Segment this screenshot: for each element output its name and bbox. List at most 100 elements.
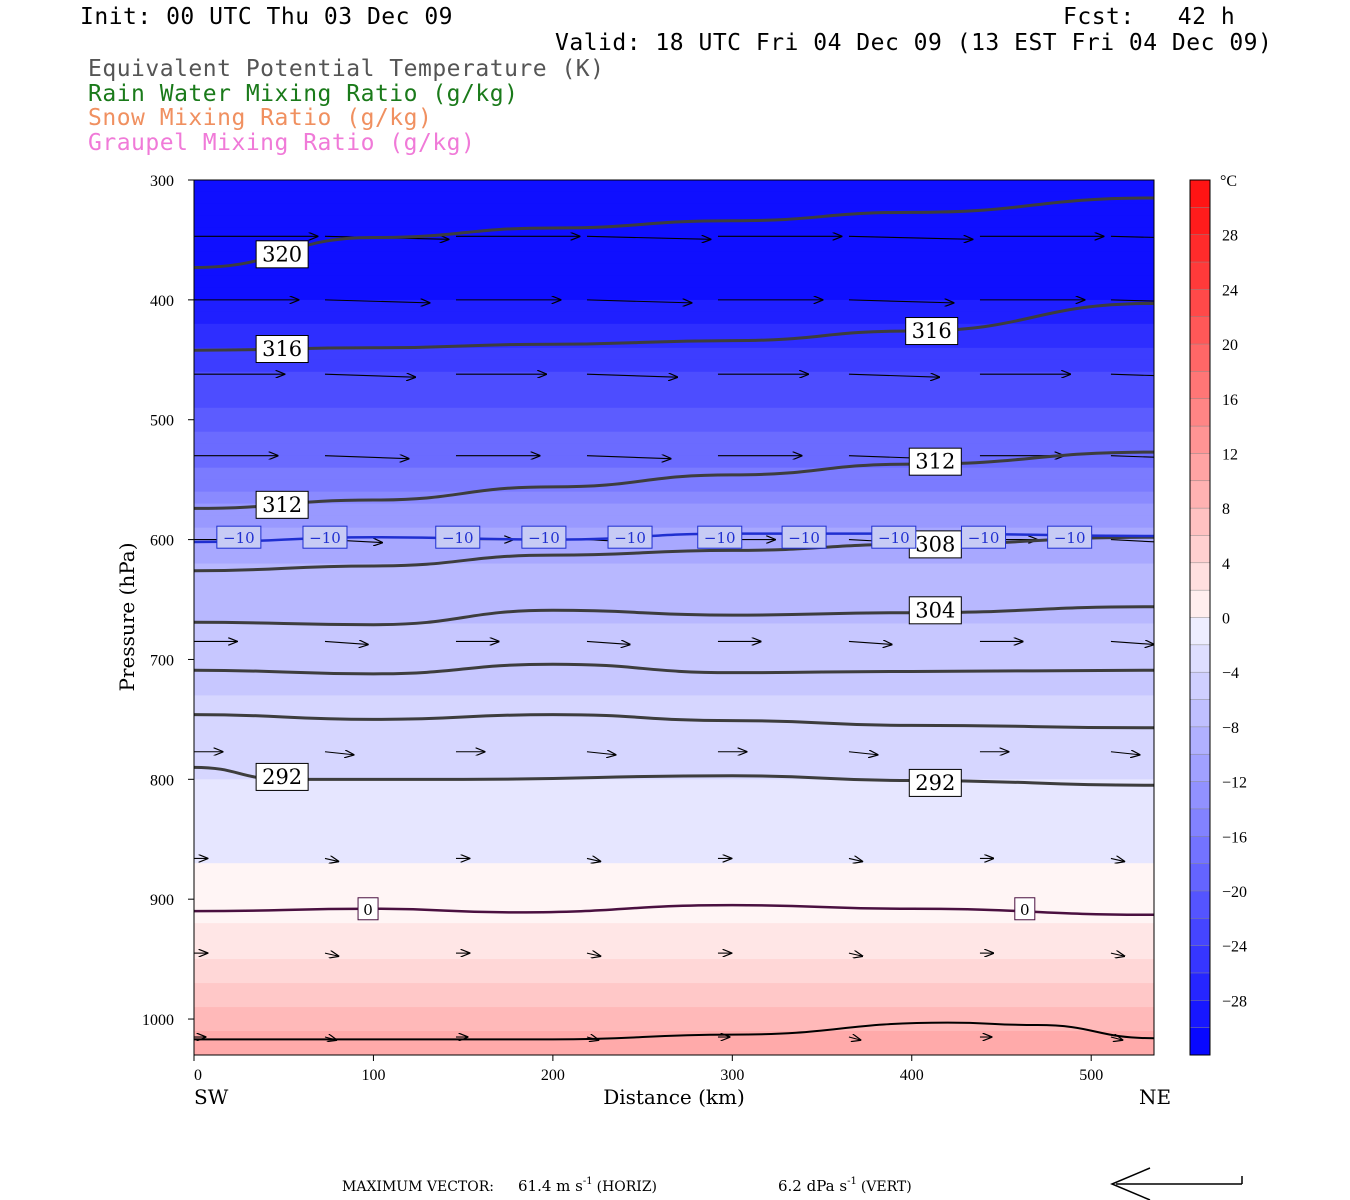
wind-vector — [324, 374, 415, 377]
max-vector-label: MAXIMUM VECTOR: — [342, 1179, 494, 1195]
wind-vector — [586, 456, 671, 459]
theta-e-label2-312: 312 — [908, 447, 962, 476]
field-label-rain: Rain Water Mixing Ratio (g/kg) — [88, 81, 519, 107]
temperature-band — [194, 791, 1154, 804]
isotherm-minus10-label: −10 — [871, 525, 917, 549]
x-tick-label: 300 — [720, 1067, 744, 1084]
temperature-band — [194, 635, 1154, 649]
colorbar-swatch — [1190, 972, 1210, 1001]
colorbar-swatch — [1190, 535, 1210, 564]
y-tick-label: 800 — [150, 772, 174, 789]
wind-vector — [324, 641, 368, 644]
theta-e-label-316-box — [255, 335, 309, 364]
temperature-band — [194, 743, 1154, 756]
temperature-band — [194, 203, 1154, 217]
wind-vector — [1110, 299, 1154, 302]
theta-e-label-316: 316 — [255, 335, 309, 364]
wind-vector — [848, 374, 939, 377]
temperature-band — [194, 851, 1154, 864]
theta-e-contour-320 — [194, 196, 1154, 269]
colorbar-tick-label: −4 — [1222, 665, 1239, 682]
theta-e-label2-292-text: 292 — [915, 771, 955, 795]
wind-vector — [1110, 641, 1154, 644]
isotherm-label-text: −10 — [968, 529, 1000, 547]
wind-vector — [1110, 858, 1124, 861]
temperature-band — [194, 587, 1154, 601]
isotherm-label-text: −10 — [878, 529, 910, 547]
colorbar-swatch — [1190, 726, 1210, 755]
temperature-band — [194, 251, 1154, 265]
max-vector-horiz: 61.4 m s-1 (HORIZ) — [518, 1176, 657, 1195]
temperature-band — [194, 383, 1154, 397]
theta-e-label-312-text: 312 — [262, 493, 302, 517]
temperature-band — [194, 359, 1154, 373]
temperature-band — [194, 947, 1154, 960]
wind-vector — [848, 641, 892, 644]
colorbar-swatch — [1190, 207, 1210, 235]
temperature-band — [194, 191, 1154, 205]
colorbar-tick-label: −12 — [1222, 775, 1247, 792]
temperature-band — [194, 875, 1154, 888]
colorbar-frame — [1189, 179, 1211, 1056]
horiz-tag: (HORIZ) — [597, 1179, 657, 1195]
wind-vector — [586, 300, 692, 303]
field-label-graupel: Graupel Mixing Ratio (g/kg) — [88, 130, 476, 156]
x-axis-left-end-label: SW — [194, 1085, 229, 1109]
reference-vector-arrow — [1110, 1167, 1243, 1200]
colorbar-swatch — [1190, 945, 1210, 974]
temperature-band — [194, 443, 1154, 457]
wind-vector — [324, 456, 409, 459]
temperature-band — [194, 671, 1154, 685]
colorbar-swatch — [1190, 316, 1210, 345]
isotherm-minus10-label: −10 — [607, 525, 653, 549]
wind-vector — [848, 236, 973, 239]
y-tick-label: 900 — [150, 892, 174, 909]
colorbar-tick-label: −8 — [1222, 720, 1239, 737]
temperature-band — [194, 719, 1154, 732]
colorbar-tick-label: −28 — [1222, 993, 1247, 1010]
theta-e-label-308-text: 308 — [915, 532, 955, 556]
isotherm-minus10-label: −10 — [961, 525, 1007, 549]
theta-e-label2-292: 292 — [908, 768, 962, 797]
colorbar-swatch — [1190, 234, 1210, 263]
wind-vector — [324, 953, 338, 956]
temperature-band — [194, 395, 1154, 409]
temperature-band — [194, 515, 1154, 529]
colorbar-swatch — [1190, 890, 1210, 919]
temperature-band — [194, 983, 1154, 996]
colorbar-tick-label: 20 — [1222, 337, 1238, 354]
theta-e-label2-292-box — [908, 768, 962, 797]
colorbar-swatch — [1190, 836, 1210, 864]
valid-time: Valid: 18 UTC Fri 04 Dec 09 (13 EST Fri … — [555, 30, 1273, 56]
isotherm-minus10-label: −10 — [435, 525, 481, 549]
temperature-band — [194, 1007, 1154, 1020]
temperature-band — [194, 911, 1154, 924]
colorbar-swatch — [1190, 180, 1210, 208]
wind-vector — [586, 953, 600, 956]
isotherm-zero — [194, 903, 1154, 917]
temperature-band — [194, 287, 1154, 301]
theta-e-label-304: 304 — [908, 596, 962, 625]
y-tick-label: 300 — [150, 173, 174, 190]
theta-e-label-292-box — [255, 762, 309, 791]
colorbar-tick-label: 4 — [1222, 556, 1230, 573]
colorbar-tick-label: −24 — [1222, 939, 1247, 956]
horiz-value: 61.4 m s — [518, 1177, 583, 1195]
temperature-band — [194, 815, 1154, 828]
theta-e-label2-312-text: 312 — [915, 450, 955, 474]
theta-e-label-292: 292 — [255, 762, 309, 791]
isotherm-label-text: −10 — [528, 529, 560, 547]
isotherm-label-box — [216, 525, 262, 549]
temperature-band — [194, 995, 1154, 1008]
isotherm-label-text: −10 — [223, 529, 255, 547]
colorbar-swatch — [1190, 562, 1210, 591]
temperature-band — [194, 647, 1154, 661]
theta-e-contour-304 — [194, 605, 1154, 627]
temperature-band — [194, 803, 1154, 816]
wind-vector — [848, 953, 862, 956]
y-tick-label: 700 — [150, 652, 174, 669]
theta-e-label2-312-box — [908, 447, 962, 476]
wind-vector — [586, 236, 711, 239]
theta-e-label-320-box — [255, 240, 309, 269]
